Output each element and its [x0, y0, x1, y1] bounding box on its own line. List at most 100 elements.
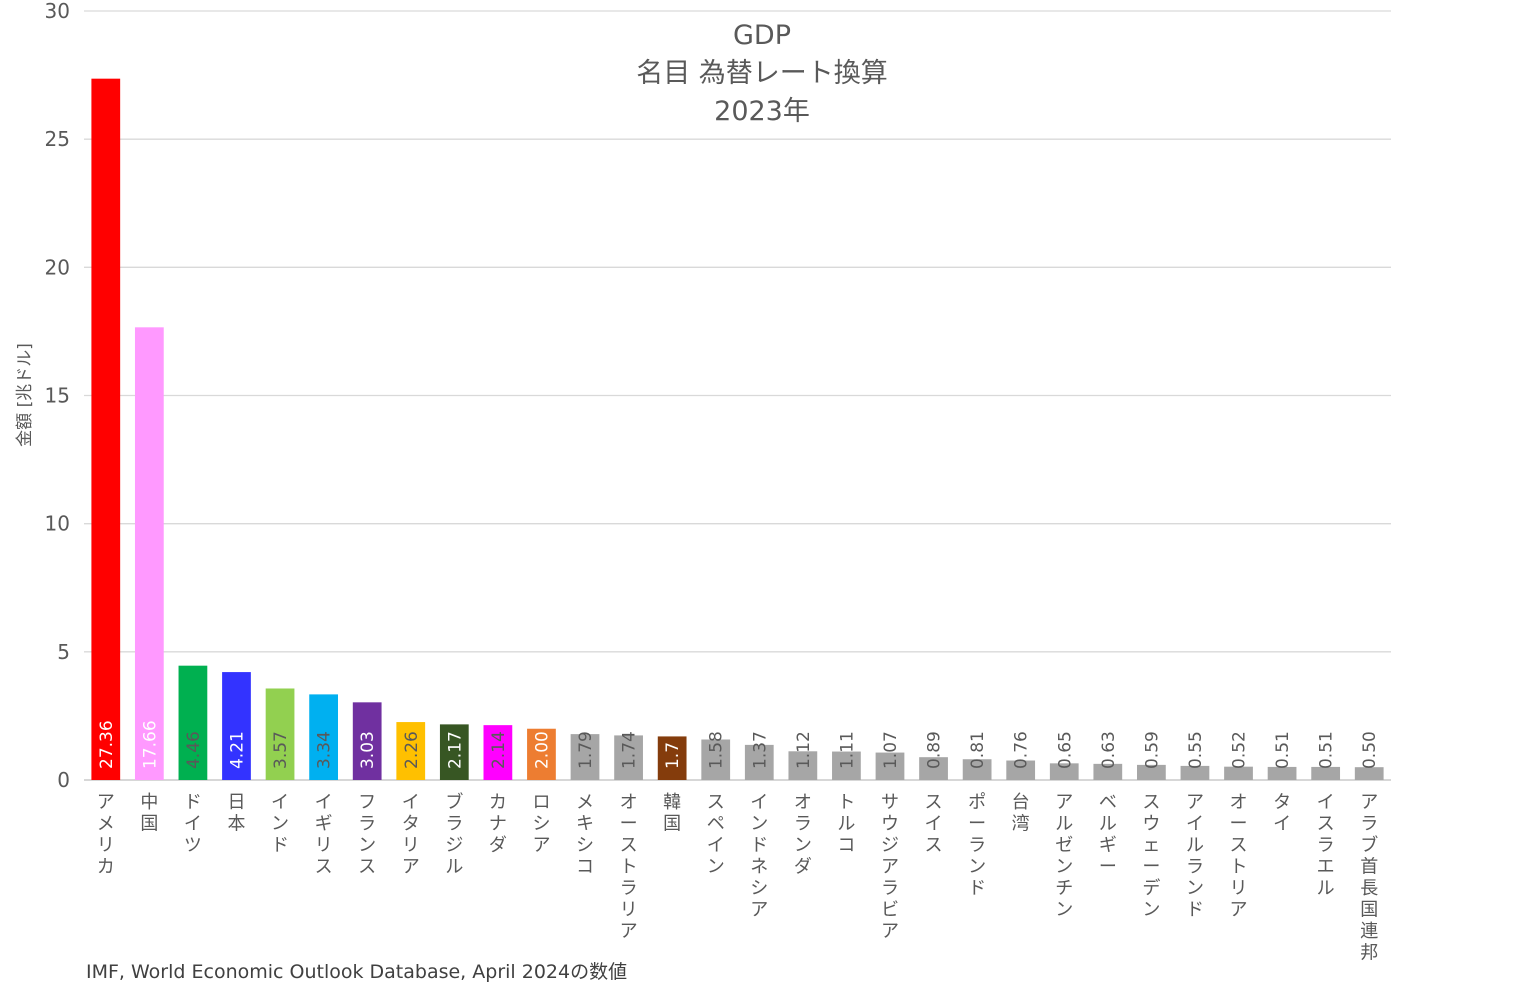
data-label: 3.03 [358, 731, 378, 769]
bar [701, 739, 731, 780]
y-axis-label: 金額 [兆ドル] [15, 343, 35, 447]
x-tick-label: ポーランド [968, 792, 986, 899]
y-tick-label: 30 [45, 0, 70, 23]
x-tick-label: 中国 [140, 792, 158, 835]
x-tick-labels: アメリカ 中国 ドイツ 日本 インド イギリス フランス イタリア ブラジル カナダ ロシア メキシコ… [97, 791, 1378, 964]
x-tick-label: スイス [925, 792, 943, 856]
data-label: 4.21 [227, 731, 247, 769]
x-tick-label: ドイツ [184, 792, 202, 856]
bar [439, 724, 469, 780]
x-tick-label: アメリカ [97, 792, 115, 878]
bar [222, 672, 251, 780]
bar [788, 751, 818, 780]
data-label: 1.37 [750, 731, 770, 769]
x-tick-label: インド [271, 792, 289, 856]
bar [1354, 767, 1384, 780]
chart-title-line: GDP [733, 20, 791, 51]
data-label: 0.89 [925, 731, 945, 769]
y-tick-label: 10 [45, 512, 70, 536]
data-label: 0.50 [1360, 731, 1380, 769]
data-label: 2.26 [402, 731, 422, 769]
data-label: 17.66 [140, 720, 160, 769]
data-label: 0.81 [968, 731, 988, 769]
data-label: 1.7 [663, 742, 683, 769]
chart-title-line: 2023年 [714, 96, 810, 127]
bar [919, 757, 948, 780]
bar [352, 702, 382, 780]
bar [1267, 766, 1297, 780]
bar [178, 665, 208, 780]
data-labels: 27.36 17.66 4.46 4.21 3.57 3.34 3.03 2.26 2.17 2.… [97, 720, 1380, 769]
y-tick-label: 5 [57, 640, 70, 664]
bar [1224, 766, 1253, 780]
data-label: 2.14 [489, 731, 509, 769]
x-tick-label: アラブ首長国連邦 [1360, 792, 1378, 964]
bar [962, 759, 992, 780]
data-label: 0.76 [1012, 731, 1032, 769]
x-tick-label: オランダ [794, 792, 812, 878]
bar [1180, 765, 1210, 780]
x-tick-label: オーストラリア [620, 792, 638, 942]
chart-title: GDP 名目 為替レート換算 2023年 [636, 20, 888, 127]
bars [91, 78, 1384, 780]
y-tick-label: 25 [45, 127, 70, 151]
bar [832, 751, 861, 780]
data-label: 2.17 [445, 731, 465, 769]
x-tick-label: ベルギー [1099, 792, 1117, 878]
data-label: 3.57 [271, 731, 291, 769]
data-label: 1.79 [576, 731, 596, 769]
x-tick-label: ロシア [532, 792, 550, 856]
x-tick-label: 台湾 [1012, 792, 1030, 835]
bar [134, 327, 164, 780]
bar [309, 694, 338, 780]
x-tick-label: トルコ [837, 792, 855, 856]
gridlines [84, 10, 1391, 781]
source-note: IMF, World Economic Outlook Database, Ap… [86, 961, 628, 983]
data-label: 27.36 [97, 720, 117, 769]
bar [91, 78, 121, 780]
data-label: 1.07 [881, 731, 901, 769]
x-tick-label: アイルランド [1186, 792, 1204, 921]
y-tick-label: 0 [57, 768, 70, 792]
bar [1137, 764, 1166, 780]
bar [875, 752, 905, 780]
data-label: 1.58 [707, 731, 727, 769]
bar [1311, 766, 1341, 780]
x-tick-label: メキシコ [576, 792, 594, 878]
data-label: 0.59 [1142, 731, 1162, 769]
bar [265, 688, 295, 780]
x-tick-label: オーストリア [1230, 792, 1248, 921]
bar [657, 736, 687, 780]
x-tick-label: アルゼンチン [1055, 792, 1073, 921]
data-label: 4.46 [184, 731, 204, 769]
x-tick-label: 日本 [227, 792, 245, 835]
x-tick-label: ブラジル [445, 791, 463, 878]
data-label: 1.74 [620, 731, 640, 769]
x-tick-label: イタリア [402, 792, 420, 878]
data-label: 1.11 [837, 731, 857, 769]
x-tick-label: カナダ [489, 792, 507, 856]
data-label: 0.52 [1230, 731, 1250, 769]
x-tick-label: サウジアラビア [881, 792, 899, 942]
y-tick-labels: 0 5 10 15 20 25 30 [45, 0, 70, 792]
bar [527, 728, 556, 780]
x-tick-label: イスラエル [1317, 792, 1335, 899]
data-label: 2.00 [532, 731, 552, 769]
bar [1006, 760, 1036, 780]
x-tick-label: フランス [358, 792, 376, 878]
x-tick-label: 韓国 [663, 792, 681, 835]
bar [614, 735, 643, 780]
x-tick-label: スペイン [707, 792, 725, 878]
data-label: 0.63 [1099, 731, 1119, 769]
bar [396, 722, 426, 780]
bar [570, 734, 600, 780]
data-label: 0.51 [1273, 731, 1293, 769]
x-tick-label: イギリス [315, 792, 333, 878]
bar [483, 725, 513, 780]
x-tick-label: インドネシア [750, 792, 768, 921]
data-label: 0.55 [1186, 731, 1206, 769]
y-tick-label: 20 [45, 255, 70, 279]
bar [1093, 763, 1123, 780]
x-tick-label: スウェーデン [1142, 792, 1160, 921]
